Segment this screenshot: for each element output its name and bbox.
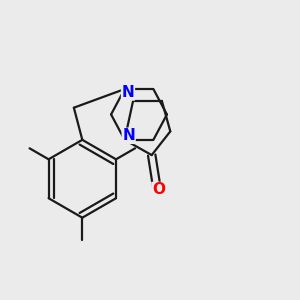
Text: O: O [152, 182, 165, 197]
Text: N: N [122, 85, 134, 100]
Text: N: N [122, 128, 135, 143]
